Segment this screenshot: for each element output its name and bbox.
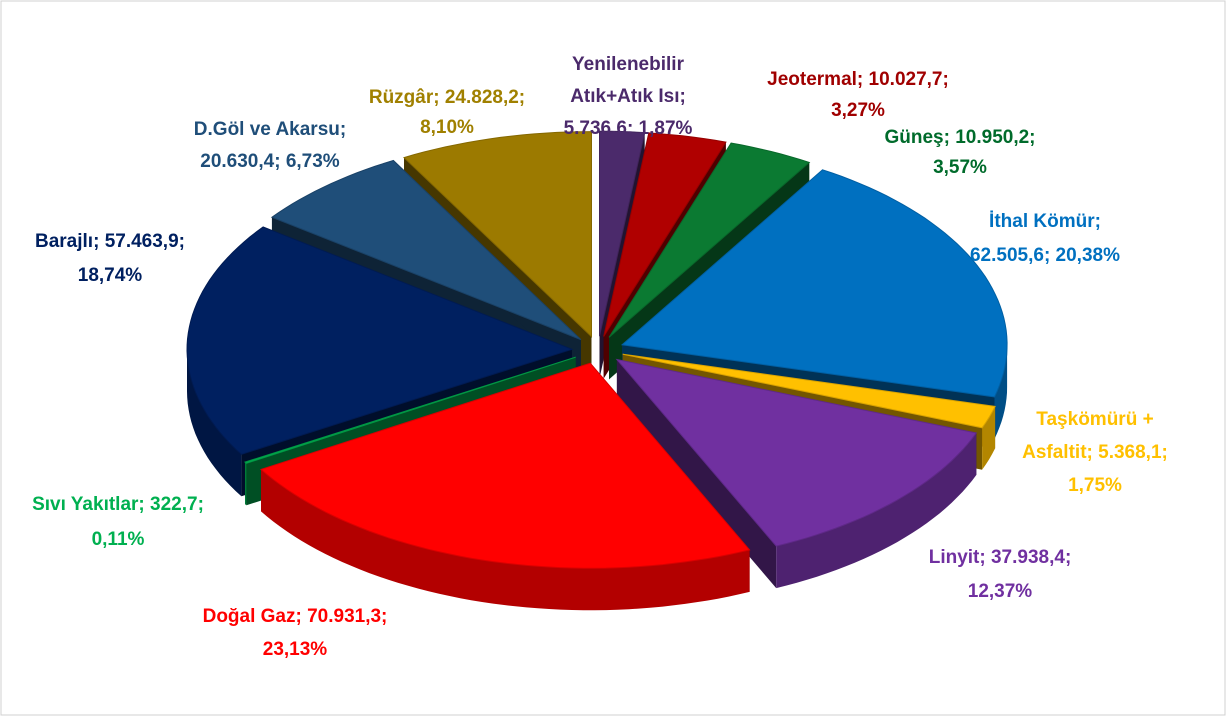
data-label: Barajlı; 57.463,9; <box>35 231 185 252</box>
slice <box>186 226 574 455</box>
pie <box>186 130 1008 611</box>
data-label: Taşkömürü + <box>1036 409 1153 430</box>
labels: Yenilenebilir Atık+Atık Isı; 5.736,6; 1,87… <box>32 54 1168 660</box>
slice <box>259 362 751 569</box>
data-label: Rüzgâr; 24.828,2; <box>369 87 525 108</box>
data-label: 3,27% <box>831 100 885 121</box>
data-label: Sıvı Yakıtlar; 322,7; <box>32 494 204 515</box>
slice <box>622 353 996 429</box>
data-label: 8,10% <box>420 117 474 138</box>
data-label: Güneş; 10.950,2; <box>884 127 1035 148</box>
slice-side <box>245 462 247 506</box>
slice <box>620 169 1008 398</box>
data-label: Asfaltit; 5.368,1; <box>1022 442 1168 463</box>
data-label: Doğal Gaz; 70.931,3; <box>203 606 388 627</box>
slice <box>270 159 582 341</box>
slice <box>599 130 646 337</box>
data-label: Atık+Atık Isı; <box>570 86 686 107</box>
data-label: 23,13% <box>263 639 328 660</box>
data-label: 5.736,6; 1,87% <box>564 118 693 139</box>
data-label: 18,74% <box>78 265 143 286</box>
data-label: Linyit; 37.938,4; <box>929 547 1072 568</box>
slice-side <box>982 406 996 470</box>
slice-side <box>187 349 242 497</box>
data-label: 1,75% <box>1068 475 1122 496</box>
data-label: 3,57% <box>933 157 987 178</box>
slice <box>603 132 727 337</box>
data-label: Yenilenebilir <box>572 54 685 75</box>
slice-side <box>261 469 750 611</box>
slice-side <box>994 344 1008 439</box>
data-label: İthal Kömür; <box>989 211 1101 232</box>
data-label: D.Göl ve Akarsu; <box>194 119 346 140</box>
slice <box>608 142 811 338</box>
data-label: 0,11% <box>92 529 145 550</box>
slice-side <box>776 433 977 589</box>
data-label: 20.630,4; 6,73% <box>200 151 340 172</box>
data-label: 12,37% <box>968 581 1033 602</box>
slice <box>243 356 576 464</box>
slice <box>615 358 978 547</box>
data-label: Jeotermal; 10.027,7; <box>767 69 949 90</box>
data-label: 62.505,6; 20,38% <box>970 245 1120 266</box>
slice <box>403 131 592 338</box>
slice-cut-face <box>616 359 777 589</box>
